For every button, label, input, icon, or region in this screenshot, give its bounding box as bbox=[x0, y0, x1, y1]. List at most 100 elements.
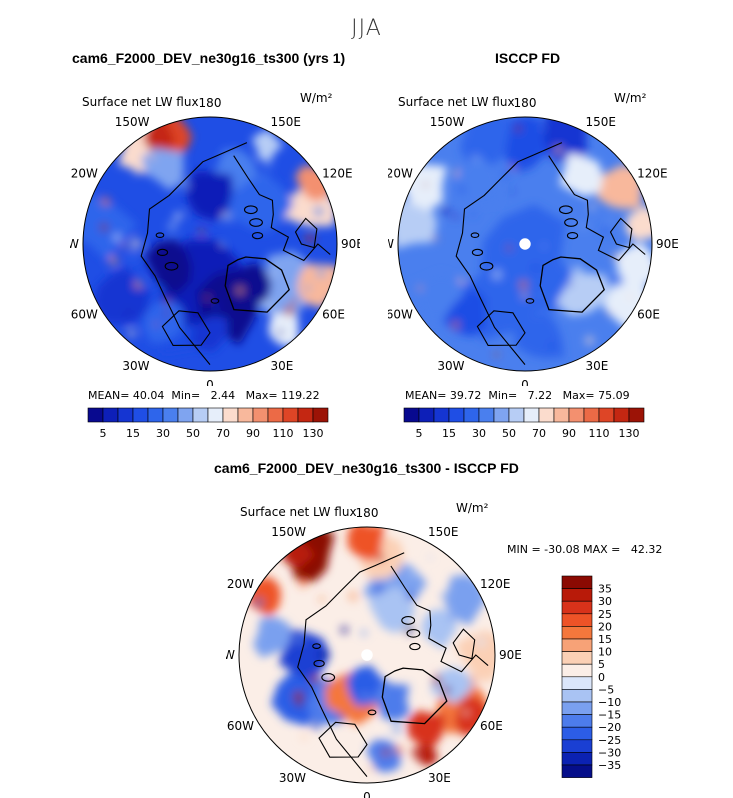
lon-label-60w: 60W bbox=[71, 308, 98, 322]
contour-speckle bbox=[506, 245, 512, 251]
diff-title: cam6_F2000_DEV_ne30g16_ts300 - ISCCP FD bbox=[214, 460, 519, 476]
coastline-greenland bbox=[539, 256, 605, 313]
coastline-scandinavia bbox=[318, 721, 368, 758]
contour-speckle bbox=[500, 168, 512, 180]
lon-label-30w: 30W bbox=[122, 359, 149, 373]
contour-speckle bbox=[160, 312, 165, 318]
lon-label-30w: 30W bbox=[279, 771, 306, 785]
coastline-hudson-bay bbox=[294, 217, 318, 249]
contour-speckle bbox=[283, 305, 294, 316]
coastline-island bbox=[564, 218, 578, 227]
colorbar-swatch bbox=[583, 407, 600, 423]
colorbar-tick-label: −10 bbox=[598, 696, 621, 709]
colorbar-tick-label: 5 bbox=[100, 427, 107, 440]
contour-speckle bbox=[181, 181, 191, 190]
colorbar-tick-label: 130 bbox=[303, 427, 324, 440]
colorbar-swatch bbox=[561, 575, 593, 589]
lon-label-150w: 150W bbox=[271, 525, 306, 539]
contour-speckle bbox=[124, 309, 132, 317]
contour-speckle bbox=[491, 269, 503, 280]
colorbar-swatch bbox=[561, 588, 593, 602]
contour-region bbox=[234, 261, 272, 306]
lon-label-120e: 120E bbox=[637, 167, 668, 181]
contour-speckle bbox=[277, 329, 284, 336]
lon-label-150w: 150W bbox=[430, 115, 465, 129]
lon-label-60e: 60E bbox=[322, 308, 345, 322]
colorbar-swatch bbox=[613, 407, 630, 423]
contour-speckle bbox=[272, 270, 277, 276]
coastline-island bbox=[251, 232, 264, 240]
contour-speckle bbox=[494, 352, 499, 357]
lon-label-150e: 150E bbox=[271, 115, 302, 129]
contour-speckle bbox=[366, 764, 376, 774]
contour-speckle bbox=[261, 175, 267, 181]
colorbar-tick-label: 20 bbox=[598, 620, 612, 633]
lon-label-60e: 60E bbox=[480, 719, 503, 733]
variable-label: Surface net LW flux bbox=[240, 505, 357, 519]
contour-region bbox=[253, 617, 292, 658]
colorbar-swatch bbox=[561, 764, 593, 778]
colorbar-tick-label: −20 bbox=[598, 721, 621, 734]
lon-label-180: 180 bbox=[199, 96, 222, 110]
contour-speckle bbox=[573, 265, 583, 275]
lon-label-120e: 120E bbox=[322, 167, 353, 181]
contour-speckle bbox=[456, 184, 467, 195]
colorbar-swatch bbox=[628, 407, 645, 423]
contour-speckle bbox=[518, 167, 525, 174]
contour-speckle bbox=[381, 748, 390, 757]
contour-speckle bbox=[568, 282, 574, 287]
map-border bbox=[397, 116, 653, 372]
contour-speckle bbox=[127, 329, 136, 338]
colorbar-tick-label: 70 bbox=[532, 427, 546, 440]
contour-speckle bbox=[292, 690, 305, 703]
colorbar-swatch bbox=[561, 613, 593, 627]
lon-label-30w: 30W bbox=[437, 359, 464, 373]
colorbar-swatch bbox=[561, 726, 593, 741]
coastline-island bbox=[210, 298, 220, 304]
contour-speckle bbox=[518, 280, 529, 290]
coastline-hudson-bay bbox=[452, 628, 476, 660]
colorbar-tick-label: 90 bbox=[246, 427, 260, 440]
contour-speckle bbox=[198, 228, 206, 236]
lon-label-90w: 90W bbox=[70, 237, 79, 251]
contour-speckle bbox=[458, 277, 465, 285]
contour-speckle bbox=[166, 220, 179, 232]
contour-speckle bbox=[235, 285, 245, 296]
contour-speckle bbox=[469, 210, 477, 218]
coastline-scandinavia bbox=[476, 310, 526, 346]
colorbar-swatch bbox=[493, 407, 510, 423]
contour-region bbox=[431, 667, 474, 704]
contour-speckle bbox=[304, 284, 312, 292]
contour-speckle bbox=[100, 196, 111, 207]
coastline-island bbox=[471, 248, 484, 256]
contour-speckle bbox=[339, 625, 349, 635]
lon-label-90e: 90E bbox=[341, 237, 360, 251]
contour-region bbox=[410, 272, 462, 322]
colorbar-swatch bbox=[508, 407, 525, 423]
units-label: W/m² bbox=[614, 91, 647, 105]
panel-2-colorbar: 5 15 30 50 70 90 110 130 bbox=[403, 407, 645, 440]
colorbar-swatch bbox=[523, 407, 540, 423]
colorbar-swatch bbox=[561, 689, 593, 703]
season-title: JJA bbox=[351, 16, 382, 41]
contour-region bbox=[376, 681, 410, 722]
colorbar-swatch bbox=[478, 407, 495, 423]
contour-speckle bbox=[133, 280, 143, 290]
lon-label-120w: 120W bbox=[226, 577, 254, 591]
lon-label-120w: 120W bbox=[70, 167, 98, 181]
colorbar-tick-label: 130 bbox=[619, 427, 640, 440]
contour-speckle bbox=[315, 267, 327, 278]
contour-speckle bbox=[313, 206, 324, 217]
colorbar-swatch bbox=[433, 407, 450, 423]
contour-speckle bbox=[530, 263, 541, 274]
lon-label-120e: 120E bbox=[480, 577, 511, 591]
panel-2-title: ISCCP FD bbox=[495, 50, 561, 66]
contour-speckle bbox=[130, 238, 142, 249]
contour-speckle bbox=[319, 596, 325, 602]
coastline-island bbox=[367, 709, 377, 716]
colorbar-swatch bbox=[237, 407, 254, 423]
contour-speckle bbox=[347, 590, 359, 602]
contour-speckle bbox=[184, 210, 189, 216]
coastline-island bbox=[243, 205, 258, 215]
